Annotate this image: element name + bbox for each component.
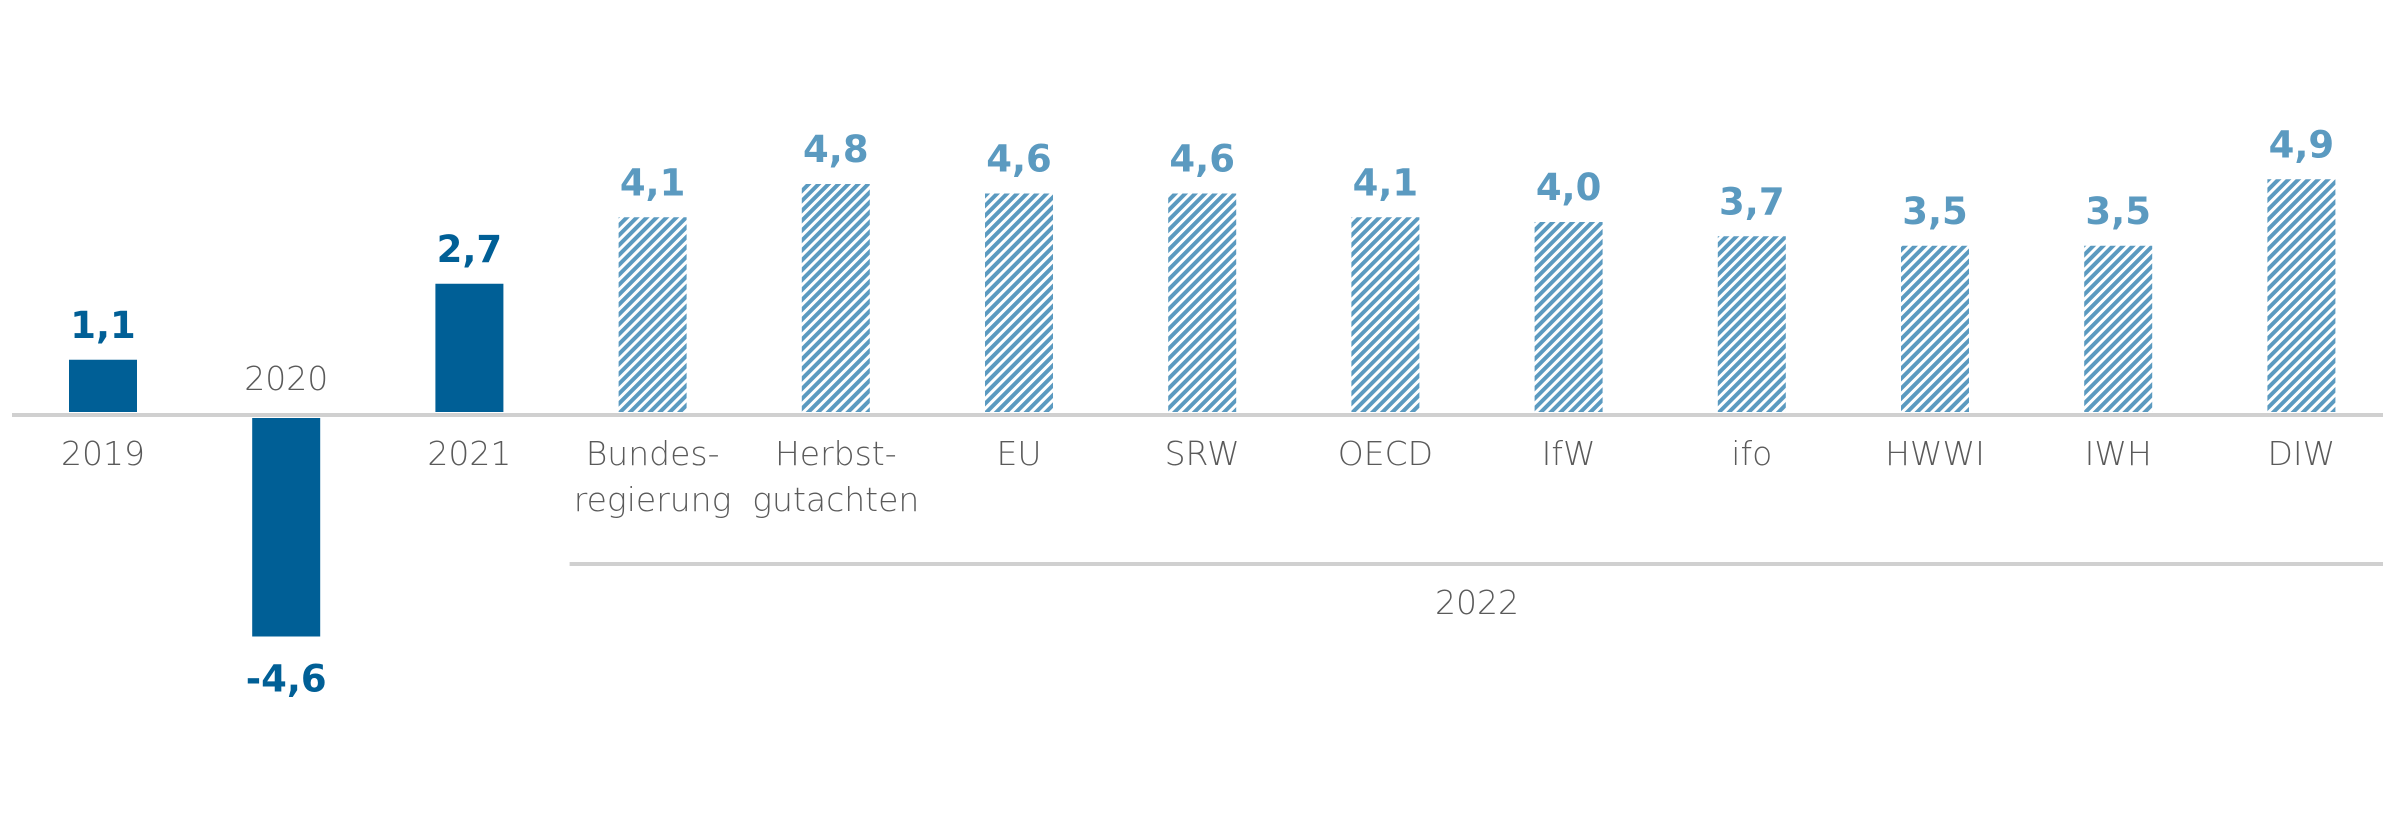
x-tick-label: ifo	[1731, 434, 1772, 473]
x-tick-label: IfW	[1542, 434, 1596, 473]
bar	[985, 193, 1053, 412]
x-tick-label: 2019	[61, 434, 145, 473]
group-label: 2022	[1435, 583, 1519, 622]
value-label: 4,1	[1353, 161, 1419, 204]
x-tick-label: OECD	[1338, 434, 1433, 473]
bar	[1351, 217, 1420, 412]
x-tick-label: Bundes-regierung	[574, 434, 732, 519]
bar	[252, 418, 321, 637]
value-label: 4,1	[620, 161, 686, 204]
value-label: 3,5	[2085, 190, 2151, 233]
bar	[2267, 179, 2336, 412]
bar	[1168, 193, 1237, 412]
value-label: 4,6	[1169, 138, 1235, 181]
value-label: -4,6	[246, 658, 327, 701]
bar	[2084, 245, 2153, 412]
bar	[435, 283, 504, 412]
x-tick-label: EU	[996, 434, 1041, 473]
value-label: 4,0	[1536, 166, 1602, 209]
bar	[618, 217, 687, 412]
value-label: 4,9	[2269, 123, 2335, 166]
x-tick-label: DIW	[2268, 434, 2336, 473]
value-label: 3,7	[1719, 180, 1785, 223]
bar	[1901, 245, 1969, 412]
x-tick-label: Herbst-gutachten	[752, 434, 919, 519]
bar	[1534, 222, 1603, 412]
value-label: 4,6	[986, 138, 1052, 181]
value-label: 3,5	[1902, 190, 1968, 233]
bar	[1717, 236, 1786, 412]
bar	[69, 359, 137, 412]
x-tick-label: 2020	[244, 359, 328, 398]
value-label: 4,8	[803, 128, 869, 171]
x-tick-label: HWWI	[1885, 434, 1985, 473]
bar	[801, 184, 870, 412]
x-tick-label: 2021	[427, 434, 511, 473]
x-tick-label: SRW	[1165, 434, 1240, 473]
value-label: 2,7	[437, 228, 503, 271]
x-tick-label: IWH	[2085, 434, 2152, 473]
value-label: 1,1	[70, 304, 136, 347]
